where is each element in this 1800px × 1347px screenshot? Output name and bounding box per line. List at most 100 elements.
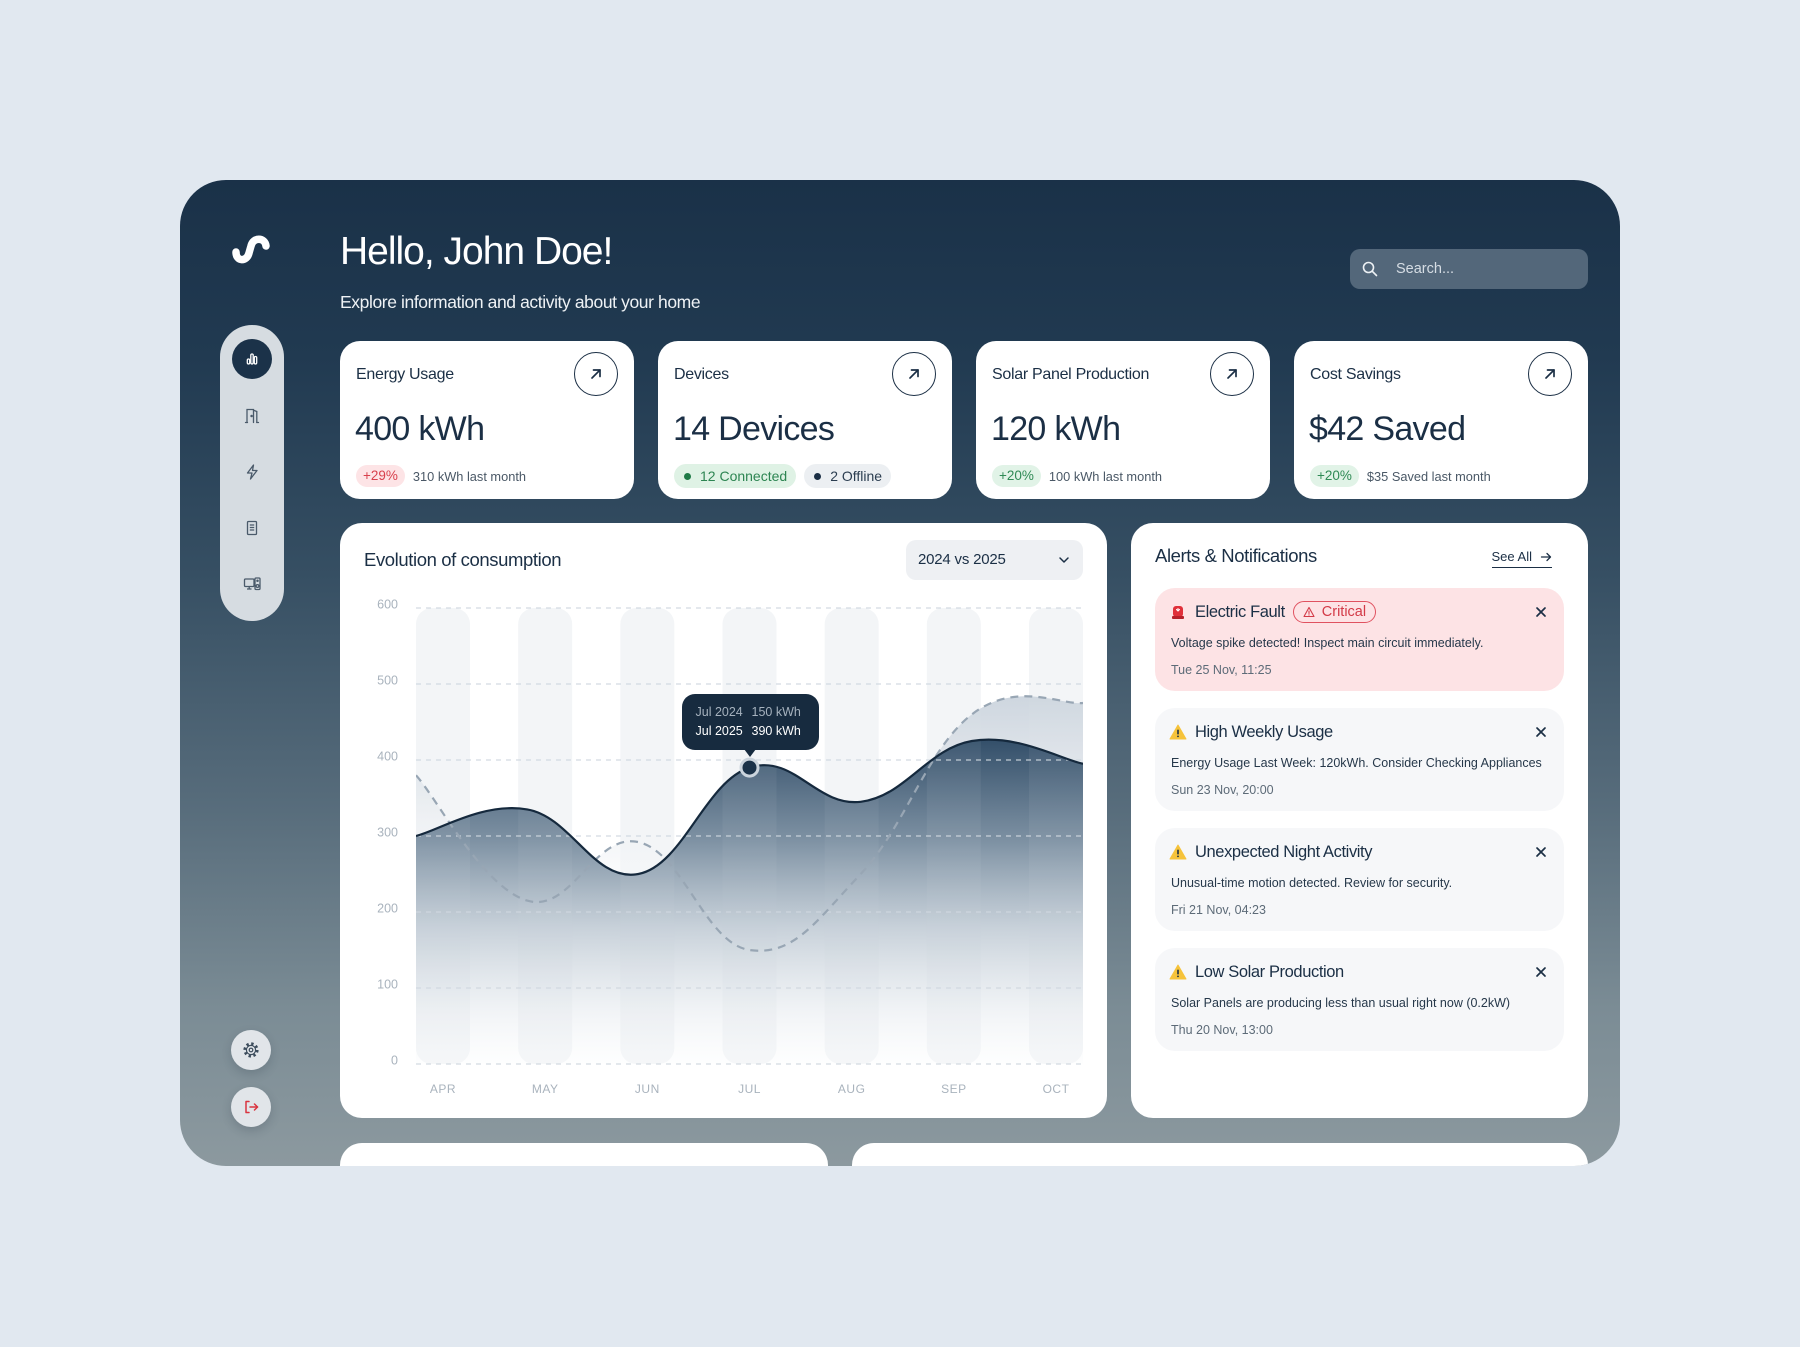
stat-card-energy-usage: Energy Usage 400 kWh +29% 310 kWh last m… [340, 341, 634, 499]
lower-right-card [852, 1143, 1588, 1166]
chart-title: Evolution of consumption [364, 549, 562, 570]
consumption-area-chart[interactable]: 0 100 200 300 400 500 600 APR MAY JUN JUL AUG SEP OCT [340, 523, 1107, 1118]
y-axis-tick-label: 200 [377, 901, 398, 915]
change-badge: +20% [1310, 465, 1359, 487]
search-bar[interactable] [1350, 249, 1588, 289]
stat-value: $42 Saved [1309, 410, 1466, 448]
close-icon [1536, 727, 1546, 737]
sidebar-item-rooms[interactable] [232, 396, 272, 436]
alert-title: High Weekly Usage [1195, 722, 1333, 741]
stat-title: Energy Usage [356, 366, 454, 383]
critical-badge: Critical [1292, 601, 1377, 623]
dashboard-panel: Hello, John Doe! Explore information and… [180, 180, 1620, 1166]
logout-icon [245, 1100, 259, 1114]
logo-wave-icon[interactable] [230, 233, 272, 267]
y-axis-tick-label: 400 [377, 749, 398, 763]
chart-tooltip: Jul 2024 150 kWh Jul 2025 390 kWh [681, 693, 819, 757]
bar-chart-icon [246, 353, 258, 365]
x-axis-month-label: APR [430, 1082, 456, 1096]
alerts-card: Alerts & Notifications See All Electric … [1131, 523, 1588, 1118]
warning-icon [1169, 843, 1187, 861]
arrow-up-right-icon [1545, 369, 1555, 379]
alert-item-unexpected-night-activity[interactable]: Unexpected Night Activity Unusual-time m… [1155, 828, 1564, 931]
open-solar-production-button[interactable] [1210, 352, 1254, 396]
x-axis-month-label: MAY [532, 1082, 559, 1096]
open-energy-usage-button[interactable] [574, 352, 618, 396]
alert-item-high-weekly-usage[interactable]: High Weekly Usage Energy Usage Last Week… [1155, 708, 1564, 811]
alert-message: Voltage spike detected! Inspect main cir… [1171, 636, 1484, 650]
stat-card-cost-savings: Cost Savings $42 Saved +20% $35 Saved la… [1294, 341, 1588, 499]
devices-icon [243, 577, 261, 591]
consumption-chart-card: 0 100 200 300 400 500 600 APR MAY JUN JUL AUG SEP OCT… [340, 523, 1107, 1118]
stat-footer: +20% $35 Saved last month [1310, 465, 1491, 487]
stat-title: Devices [674, 366, 729, 383]
stat-card-devices: Devices 14 Devices 12 Connected 2 Offlin… [658, 341, 952, 499]
arrow-up-right-icon [591, 369, 601, 379]
arrow-up-right-icon [909, 369, 919, 379]
connected-status-pill: 12 Connected [674, 464, 797, 488]
change-badge: +29% [356, 465, 405, 487]
see-all-link[interactable]: See All [1491, 548, 1552, 568]
dismiss-alert-button[interactable] [1533, 844, 1549, 860]
sidebar-item-devices[interactable] [232, 564, 272, 604]
column-overlay [416, 608, 470, 1064]
period-select[interactable]: 2024 vs 2025 [906, 540, 1083, 580]
tooltip-row-2024: Jul 2024 150 kWh [696, 703, 819, 722]
dismiss-alert-button[interactable] [1533, 604, 1549, 620]
alert-item-electric-fault[interactable]: Electric Fault Critical Voltage spike de… [1155, 588, 1564, 691]
series-2025-area [416, 739, 1083, 1064]
pill-label: 12 Connected [700, 468, 788, 484]
column-overlay [518, 608, 573, 1064]
sidebar-item-energy[interactable] [232, 452, 272, 492]
arrow-right-icon [1540, 552, 1552, 562]
badge-label: Critical [1321, 604, 1367, 620]
receipt-icon [246, 520, 258, 536]
close-icon [1536, 847, 1546, 857]
alert-item-low-solar-production[interactable]: Low Solar Production Solar Panels are pr… [1155, 948, 1564, 1051]
search-input[interactable] [1394, 249, 1579, 289]
alert-timestamp: Fri 21 Nov, 04:23 [1171, 903, 1266, 917]
x-axis-month-label: SEP [941, 1082, 967, 1096]
chevron-down-icon [1059, 557, 1069, 563]
close-icon [1536, 607, 1546, 617]
open-cost-savings-button[interactable] [1528, 352, 1572, 396]
alert-message: Solar Panels are producing less than usu… [1171, 996, 1511, 1010]
page-title: Hello, John Doe! [340, 230, 613, 273]
dismiss-alert-button[interactable] [1533, 964, 1549, 980]
warning-icon [1169, 963, 1187, 981]
tooltip-value: 390 kWh [751, 723, 801, 738]
alert-title: Unexpected Night Activity [1195, 842, 1373, 861]
siren-icon [1169, 603, 1187, 621]
change-badge: +20% [992, 465, 1041, 487]
warning-icon [1169, 723, 1187, 741]
logout-button[interactable] [231, 1087, 271, 1127]
warning-triangle-icon [1303, 606, 1315, 618]
y-axis-tick-label: 500 [377, 673, 398, 687]
alerts-title: Alerts & Notifications [1155, 545, 1317, 566]
sidebar-item-bills[interactable] [232, 508, 272, 548]
x-axis-month-label: JUN [635, 1082, 660, 1096]
sidebar-nav [220, 325, 284, 621]
close-icon [1536, 967, 1546, 977]
alert-message: Unusual-time motion detected. Review for… [1171, 876, 1453, 890]
pill-label: 2 Offline [830, 468, 883, 484]
stat-value: 14 Devices [673, 410, 835, 448]
comparison-note: $35 Saved last month [1366, 468, 1491, 484]
comparison-note: 100 kWh last month [1048, 468, 1162, 484]
alert-title: Electric Fault [1195, 602, 1285, 621]
stat-footer: 12 Connected 2 Offline [674, 464, 892, 488]
gear-icon [243, 1042, 259, 1058]
page-subtitle: Explore information and activity about y… [340, 292, 701, 312]
sidebar-item-analytics[interactable] [232, 339, 272, 379]
dismiss-alert-button[interactable] [1533, 724, 1549, 740]
lightning-icon [246, 464, 258, 480]
settings-button[interactable] [231, 1030, 271, 1070]
comparison-note: 310 kWh last month [412, 468, 526, 484]
offline-status-pill: 2 Offline [804, 464, 892, 488]
door-icon [244, 408, 260, 424]
open-devices-button[interactable] [892, 352, 936, 396]
y-axis-tick-label: 100 [377, 977, 398, 991]
alert-timestamp: Thu 20 Nov, 13:00 [1171, 1023, 1273, 1037]
highlighted-data-point [739, 757, 760, 778]
offline-dot-icon [814, 472, 822, 480]
